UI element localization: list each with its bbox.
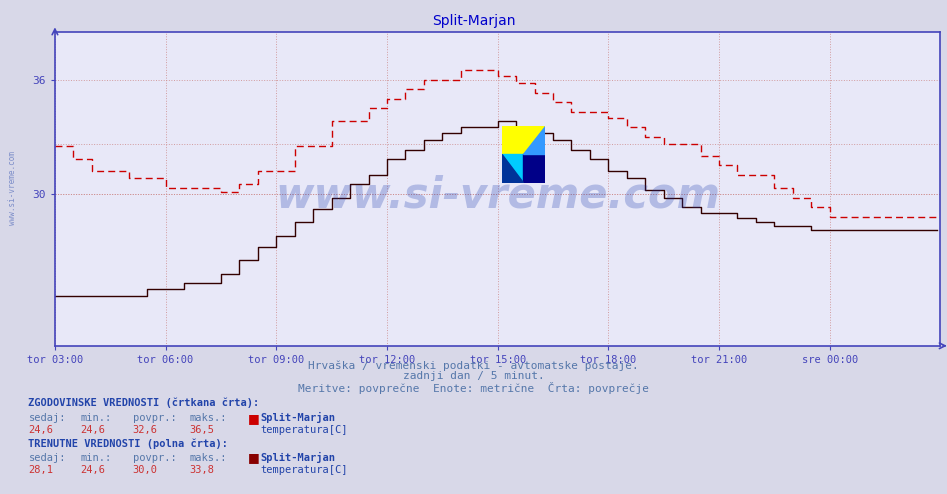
Bar [524,155,545,183]
Text: Split-Marjan: Split-Marjan [432,14,515,28]
Text: 24,6: 24,6 [80,425,105,435]
Bar [502,126,545,155]
Text: 28,1: 28,1 [28,465,53,475]
Polygon shape [524,126,545,155]
Text: zadnji dan / 5 minut.: zadnji dan / 5 minut. [402,371,545,381]
Text: www.si-vreme.com: www.si-vreme.com [276,174,720,216]
Polygon shape [502,155,524,183]
Text: min.:: min.: [80,453,112,463]
Text: ZGODOVINSKE VREDNOSTI (črtkana črta):: ZGODOVINSKE VREDNOSTI (črtkana črta): [28,398,259,408]
Text: maks.:: maks.: [189,453,227,463]
Text: temperatura[C]: temperatura[C] [260,425,348,435]
Text: ■: ■ [248,412,259,425]
Text: povpr.:: povpr.: [133,413,176,423]
Text: sedaj:: sedaj: [28,453,66,463]
Text: maks.:: maks.: [189,413,227,423]
Text: sedaj:: sedaj: [28,413,66,423]
Text: min.:: min.: [80,413,112,423]
Text: 32,6: 32,6 [133,425,157,435]
Text: Meritve: povprečne  Enote: metrične  Črta: povprečje: Meritve: povprečne Enote: metrične Črta:… [298,382,649,394]
Text: Hrvaška / vremenski podatki - avtomatske postaje.: Hrvaška / vremenski podatki - avtomatske… [308,361,639,371]
Text: 33,8: 33,8 [189,465,214,475]
Text: 36,5: 36,5 [189,425,214,435]
Text: Split-Marjan: Split-Marjan [260,412,335,423]
Text: temperatura[C]: temperatura[C] [260,465,348,475]
Text: Split-Marjan: Split-Marjan [260,452,335,462]
Text: TRENUTNE VREDNOSTI (polna črta):: TRENUTNE VREDNOSTI (polna črta): [28,438,228,449]
Text: 24,6: 24,6 [28,425,53,435]
Text: 24,6: 24,6 [80,465,105,475]
Text: www.si-vreme.com: www.si-vreme.com [8,151,17,225]
Bar [502,155,524,183]
Text: povpr.:: povpr.: [133,453,176,463]
Text: 30,0: 30,0 [133,465,157,475]
Text: ■: ■ [248,452,259,464]
